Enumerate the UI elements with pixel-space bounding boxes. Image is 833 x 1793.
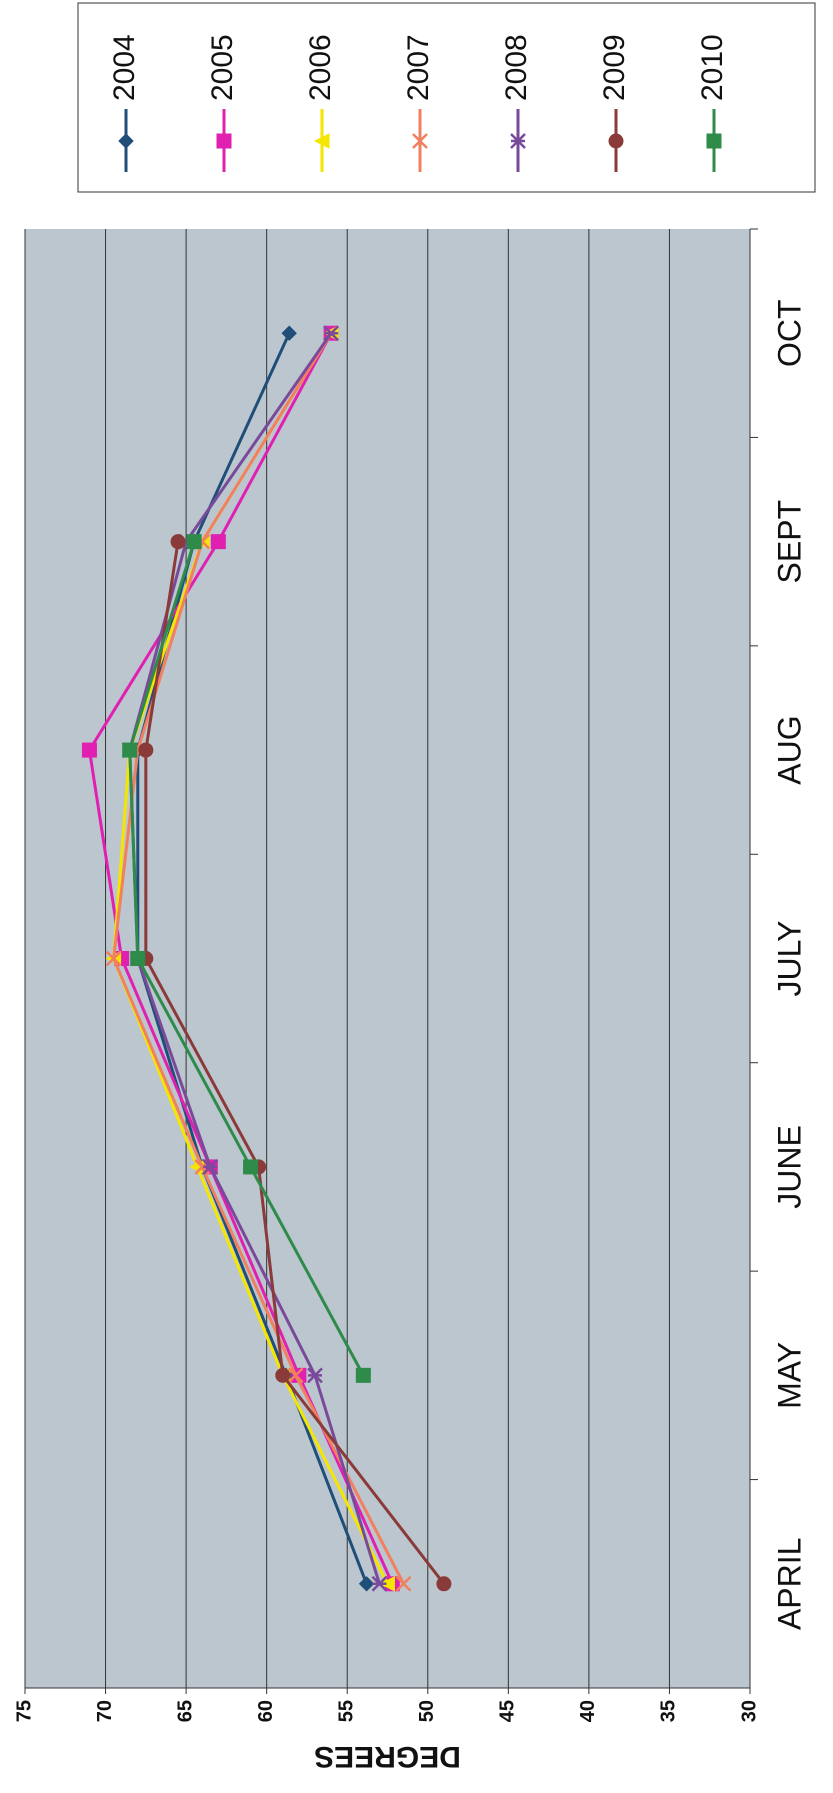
marker bbox=[371, 1575, 388, 1592]
marker bbox=[395, 1575, 412, 1592]
marker bbox=[436, 1576, 452, 1592]
marker bbox=[210, 534, 226, 550]
y-tick-label: 40 bbox=[577, 1700, 599, 1722]
marker bbox=[105, 950, 122, 967]
marker bbox=[307, 1367, 323, 1384]
y-tick-label: 75 bbox=[13, 1700, 35, 1722]
y-tick-label: 30 bbox=[738, 1700, 760, 1722]
y-tick-label: 70 bbox=[94, 1700, 116, 1722]
series-line bbox=[144, 541, 446, 1585]
legend-label: 2010 bbox=[696, 34, 729, 101]
marker bbox=[313, 133, 330, 149]
marker bbox=[202, 1159, 219, 1175]
marker bbox=[510, 133, 526, 149]
y-tick-label: 45 bbox=[497, 1700, 519, 1722]
marker bbox=[323, 325, 339, 342]
x-tick-label: MAY bbox=[771, 1342, 807, 1409]
marker bbox=[122, 742, 138, 758]
legend-label: 2005 bbox=[206, 34, 239, 101]
y-tick-label: 60 bbox=[255, 1700, 277, 1722]
y-tick-label: 65 bbox=[174, 1700, 196, 1722]
y-tick-label: 55 bbox=[336, 1700, 358, 1722]
marker bbox=[243, 1159, 259, 1175]
marker bbox=[138, 742, 154, 758]
legend-label: 2007 bbox=[402, 34, 435, 101]
marker bbox=[379, 1575, 395, 1592]
x-tick-label: JUNE bbox=[771, 1125, 807, 1209]
marker bbox=[130, 951, 146, 966]
marker bbox=[118, 133, 134, 149]
rotated-chart: 30 35 40 45 50 55 60 65 70 75 DEGREES APRIL MAY JUNE J… bbox=[13, 2, 816, 1773]
plot-area bbox=[25, 229, 750, 1688]
y-tick-label: 35 bbox=[658, 1700, 680, 1722]
x-tick-label: AUG bbox=[771, 715, 807, 784]
legend-box bbox=[77, 2, 816, 193]
marker bbox=[216, 133, 232, 149]
marker bbox=[706, 133, 722, 149]
legend-label: 2009 bbox=[598, 34, 631, 101]
marker bbox=[170, 534, 186, 550]
y-tick-label: 50 bbox=[416, 1700, 438, 1722]
marker bbox=[81, 742, 97, 758]
x-tick-label: APRIL bbox=[771, 1538, 807, 1630]
marker bbox=[608, 133, 624, 149]
legend-label: 2008 bbox=[500, 34, 533, 101]
legend-label: 2004 bbox=[108, 34, 141, 101]
marker bbox=[186, 534, 202, 550]
x-tick-label: OCT bbox=[771, 299, 807, 367]
marker bbox=[412, 133, 428, 149]
legend-label: 2006 bbox=[304, 34, 337, 101]
marker bbox=[287, 1367, 304, 1384]
y-axis-title: DEGREES bbox=[314, 1740, 461, 1773]
x-tick-label: JULY bbox=[771, 921, 807, 997]
marker bbox=[275, 1367, 291, 1383]
marker bbox=[355, 1367, 371, 1383]
marker bbox=[281, 325, 297, 341]
x-tick-label: SEPT bbox=[771, 500, 807, 584]
